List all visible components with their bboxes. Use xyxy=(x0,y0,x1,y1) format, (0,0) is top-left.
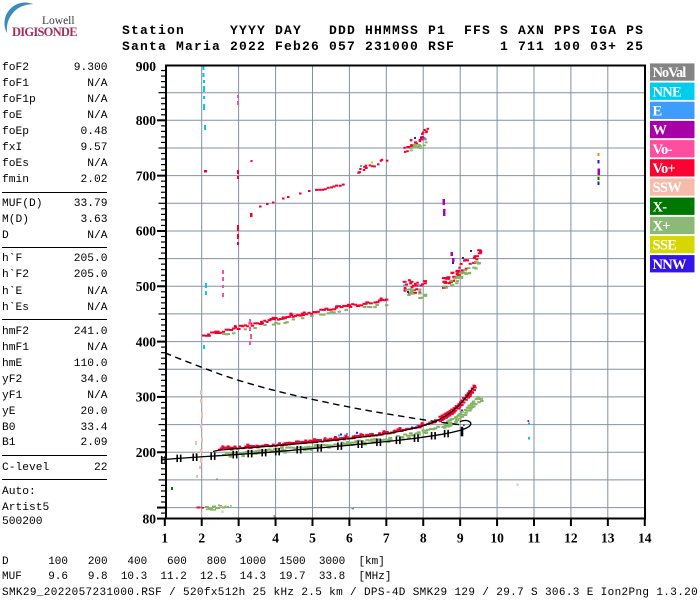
svg-text:NoVal: NoVal xyxy=(653,65,687,81)
svg-text:700: 700 xyxy=(136,168,157,183)
svg-text:SSE: SSE xyxy=(653,238,677,254)
svg-text:NNE: NNE xyxy=(653,84,682,100)
svg-text:4: 4 xyxy=(272,531,279,546)
svg-text:X+: X+ xyxy=(653,219,671,235)
svg-text:1: 1 xyxy=(161,531,168,546)
svg-text:Vo+: Vo+ xyxy=(653,161,676,177)
svg-text:9: 9 xyxy=(457,531,464,546)
svg-text:900: 900 xyxy=(136,59,157,74)
svg-text:80: 80 xyxy=(143,511,157,526)
svg-text:500: 500 xyxy=(136,279,157,294)
svg-text:11: 11 xyxy=(528,531,541,546)
svg-text:7: 7 xyxy=(383,531,390,546)
svg-text:W: W xyxy=(653,123,668,139)
svg-text:NNW: NNW xyxy=(653,257,688,273)
svg-text:600: 600 xyxy=(136,224,157,239)
svg-text:SSW: SSW xyxy=(653,180,683,196)
svg-text:2: 2 xyxy=(198,531,205,546)
svg-text:6: 6 xyxy=(346,531,353,546)
svg-text:300: 300 xyxy=(136,390,157,405)
svg-text:3: 3 xyxy=(235,531,242,546)
svg-text:Vo-: Vo- xyxy=(653,142,673,158)
svg-text:E: E xyxy=(653,104,662,120)
svg-text:12: 12 xyxy=(564,531,578,546)
svg-text:10: 10 xyxy=(490,531,504,546)
svg-text:13: 13 xyxy=(601,531,615,546)
svg-text:14: 14 xyxy=(638,531,652,546)
svg-text:5: 5 xyxy=(309,531,316,546)
svg-text:X-: X- xyxy=(653,199,668,215)
svg-text:200: 200 xyxy=(136,445,157,460)
svg-text:400: 400 xyxy=(136,334,157,349)
svg-text:8: 8 xyxy=(420,531,427,546)
svg-text:800: 800 xyxy=(136,113,157,128)
